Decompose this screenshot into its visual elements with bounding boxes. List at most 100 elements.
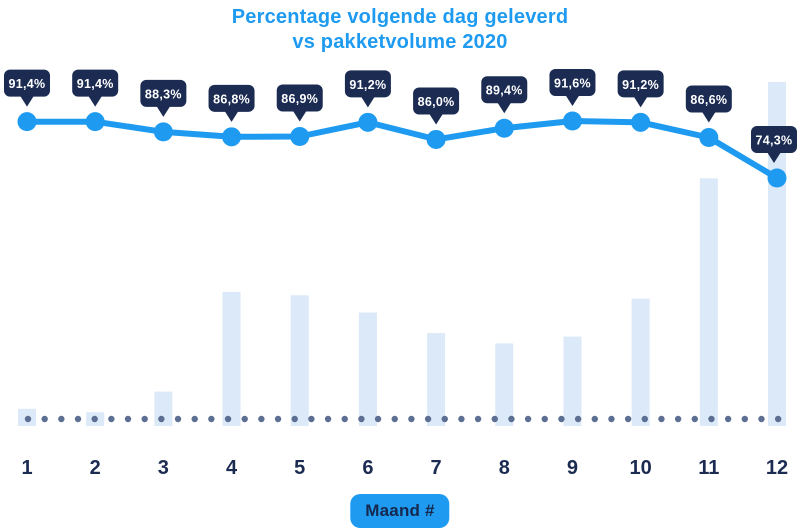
volume-bar-month-4 [222,291,241,426]
x-axis-label-month-3: 3 [158,457,169,479]
baseline-dot [591,415,598,423]
badge-pointer [292,110,307,122]
baseline-dot [674,415,682,423]
baseline-dot [108,415,115,423]
percentage-line-markers [17,111,787,188]
x-axis-label-month-5: 5 [294,457,305,479]
volume-bar-month-10 [631,298,650,426]
badge-pointer [701,111,716,123]
baseline-dot [308,415,315,423]
baseline-dot [141,415,148,423]
badge-value-label: 91,2% [349,78,386,92]
x-axis-label-month-8: 8 [499,457,510,479]
baseline-dot [741,415,749,423]
volume-bar-month-8 [495,343,514,426]
value-badge-month-6: 91,2% [344,70,391,108]
badge-body [344,70,391,98]
data-point-marker-month-6 [358,112,378,132]
baseline-dot [341,415,348,423]
baseline-dot [258,415,265,423]
value-badge-month-11: 86,6% [685,85,732,123]
baseline-dot [658,415,665,423]
baseline-dot [691,415,698,423]
x-axis-label-month-2: 2 [90,457,101,479]
baseline-dot [358,415,365,423]
baseline-dot [158,415,165,423]
data-point-marker-month-7 [426,129,446,149]
volume-bar-month-7 [427,333,446,426]
badge-body [72,69,119,97]
baseline-dot [274,415,282,423]
baseline-dot [224,415,232,423]
value-badge-month-2: 91,4% [72,69,119,107]
volume-bar-series [18,82,786,426]
chart-title: Percentage volgende dag geleverd vs pakk… [0,5,800,55]
data-point-marker-month-1 [17,112,37,132]
baseline-dot [324,415,332,423]
x-axis-label-month-11: 11 [698,457,719,479]
badge-value-label: 86,0% [418,95,455,109]
percentage-line [24,118,780,181]
x-axis-label-month-1: 1 [21,457,32,479]
badge-body [549,68,596,96]
baseline-dot [574,415,582,423]
x-axis-label-month-7: 7 [431,457,442,479]
baseline-dot [408,415,415,423]
baseline-dot [74,415,82,423]
value-badge-month-7: 86,0% [413,87,460,125]
baseline-dot [508,415,515,423]
badge-body [481,76,528,104]
badge-body [413,87,460,115]
baseline-dot [708,415,715,423]
baseline-dot [424,415,432,423]
badge-pointer [429,113,444,125]
x-axis-title-badge: Maand # [350,494,450,528]
value-badge-month-9: 91,6% [549,68,596,106]
value-badge-month-4: 86,8% [208,84,255,122]
badge-value-label: 91,4% [77,77,114,91]
value-badge-month-10: 91,2% [617,70,664,108]
badge-pointer [88,95,103,107]
badge-pointer [360,96,375,108]
x-axis-label-month-9: 9 [567,457,578,479]
baseline-dot [91,415,98,423]
badge-value-label: 91,4% [9,77,46,91]
chart-title-line2: vs pakketvolume 2020 [292,31,508,53]
data-point-marker-month-4 [222,127,242,147]
value-badge-month-3: 88,3% [140,79,187,117]
badge-value-label: 86,6% [690,93,727,107]
value-badge-month-5: 86,9% [276,84,323,122]
x-axis-label-month-10: 10 [630,457,652,479]
dotted-baseline [24,415,782,423]
volume-bar-month-12 [768,82,786,426]
baseline-dot [474,415,482,423]
data-point-marker-month-2 [85,112,105,132]
baseline-dot [491,415,498,423]
badge-pointer [633,96,648,108]
x-axis-labels: 1 2 3 4 5 6 7 8 9 10 11 12 [21,457,788,479]
x-axis-label-month-12: 12 [766,457,788,479]
baseline-dot [291,415,298,423]
value-badge-month-8: 89,4% [481,76,528,114]
baseline-dot [458,415,465,423]
badge-value-label: 86,8% [213,92,250,106]
badge-pointer [156,105,171,117]
badge-pointer [497,102,512,114]
baseline-dot [374,415,382,423]
badge-body [276,84,323,112]
badge-body [140,79,187,107]
chart-title-line1: Percentage volgende dag geleverd [231,6,569,28]
value-badge-month-12: 74,3% [751,126,797,163]
badge-body [4,69,50,97]
volume-bar-month-5 [290,295,309,426]
badge-body [751,126,797,153]
badge-pointer [565,94,580,106]
baseline-dot [624,415,632,423]
data-point-marker-month-3 [153,122,173,142]
badge-value-label: 88,3% [145,87,182,101]
data-point-marker-month-12 [767,168,787,188]
baseline-dot [758,415,765,423]
badge-value-label: 86,9% [281,92,318,106]
